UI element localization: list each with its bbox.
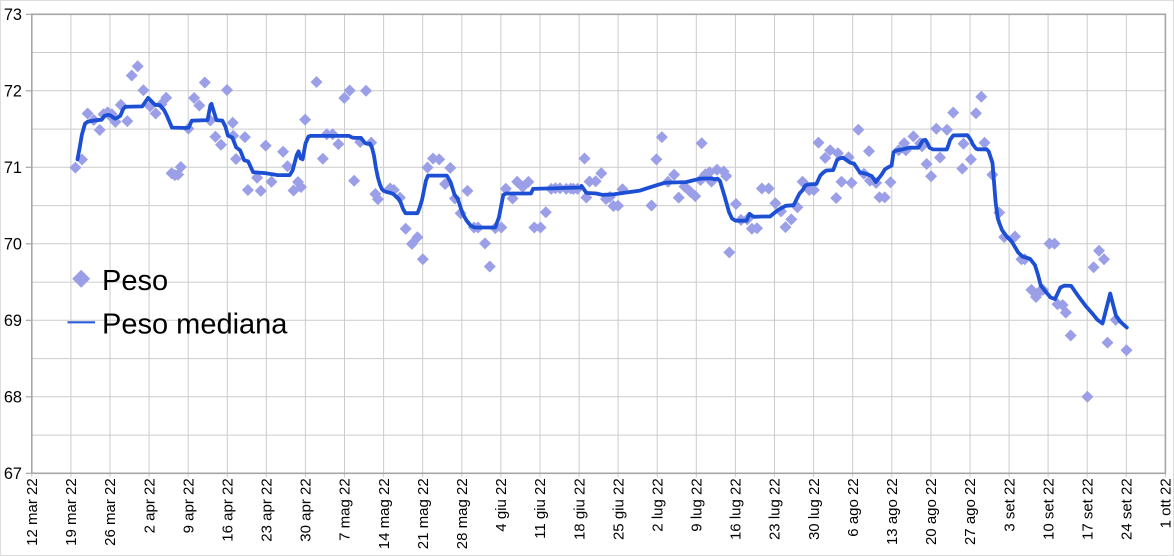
svg-text:Peso: Peso xyxy=(102,265,168,297)
svg-text:27 ago 22: 27 ago 22 xyxy=(962,478,979,545)
svg-text:69: 69 xyxy=(4,312,22,330)
svg-text:12 mar 22: 12 mar 22 xyxy=(24,478,41,546)
svg-text:14 mag 22: 14 mag 22 xyxy=(376,478,393,549)
svg-text:67: 67 xyxy=(4,465,22,483)
svg-text:9 apr 22: 9 apr 22 xyxy=(180,478,197,533)
svg-text:70: 70 xyxy=(4,236,22,254)
svg-text:16 apr 22: 16 apr 22 xyxy=(220,478,237,541)
svg-text:11 giu 22: 11 giu 22 xyxy=(532,478,549,539)
svg-text:23 apr 22: 23 apr 22 xyxy=(259,478,276,541)
svg-text:25 giu 22: 25 giu 22 xyxy=(610,478,627,540)
svg-text:28 mag 22: 28 mag 22 xyxy=(454,478,471,549)
svg-text:30 lug 22: 30 lug 22 xyxy=(806,478,823,540)
svg-text:4 giu 22: 4 giu 22 xyxy=(493,478,510,531)
svg-text:19 mar 22: 19 mar 22 xyxy=(63,478,80,546)
svg-text:16 lug 22: 16 lug 22 xyxy=(728,478,745,540)
svg-text:72: 72 xyxy=(4,83,22,101)
svg-text:13 ago 22: 13 ago 22 xyxy=(884,478,901,545)
svg-text:9 lug 22: 9 lug 22 xyxy=(689,478,706,531)
svg-text:7 mag 22: 7 mag 22 xyxy=(337,478,354,541)
svg-text:71: 71 xyxy=(4,159,22,177)
svg-text:2 lug 22: 2 lug 22 xyxy=(649,478,666,531)
svg-text:Peso mediana: Peso mediana xyxy=(102,308,288,340)
svg-text:6 ago 22: 6 ago 22 xyxy=(845,478,862,536)
svg-text:18 giu 22: 18 giu 22 xyxy=(571,478,588,540)
svg-text:30 apr 22: 30 apr 22 xyxy=(298,478,315,541)
svg-text:20 ago 22: 20 ago 22 xyxy=(923,478,940,545)
svg-text:3 set 22: 3 set 22 xyxy=(1001,478,1018,531)
svg-text:10 set 22: 10 set 22 xyxy=(1040,478,1057,540)
svg-text:26 mar 22: 26 mar 22 xyxy=(102,478,119,546)
svg-text:17 set 22: 17 set 22 xyxy=(1079,478,1096,540)
svg-text:21 mag 22: 21 mag 22 xyxy=(415,478,432,549)
svg-text:68: 68 xyxy=(4,389,22,407)
svg-text:1 ott 22: 1 ott 22 xyxy=(1158,478,1174,528)
svg-text:24 set 22: 24 set 22 xyxy=(1119,478,1136,540)
svg-text:2 apr 22: 2 apr 22 xyxy=(141,478,158,533)
svg-text:23 lug 22: 23 lug 22 xyxy=(767,478,784,540)
svg-text:73: 73 xyxy=(4,6,22,24)
